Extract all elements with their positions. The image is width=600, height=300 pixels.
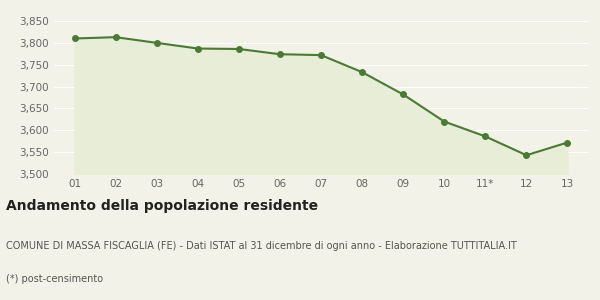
Text: Andamento della popolazione residente: Andamento della popolazione residente — [6, 199, 318, 213]
Text: COMUNE DI MASSA FISCAGLIA (FE) - Dati ISTAT al 31 dicembre di ogni anno - Elabor: COMUNE DI MASSA FISCAGLIA (FE) - Dati IS… — [6, 241, 517, 251]
Text: (*) post-censimento: (*) post-censimento — [6, 274, 103, 284]
